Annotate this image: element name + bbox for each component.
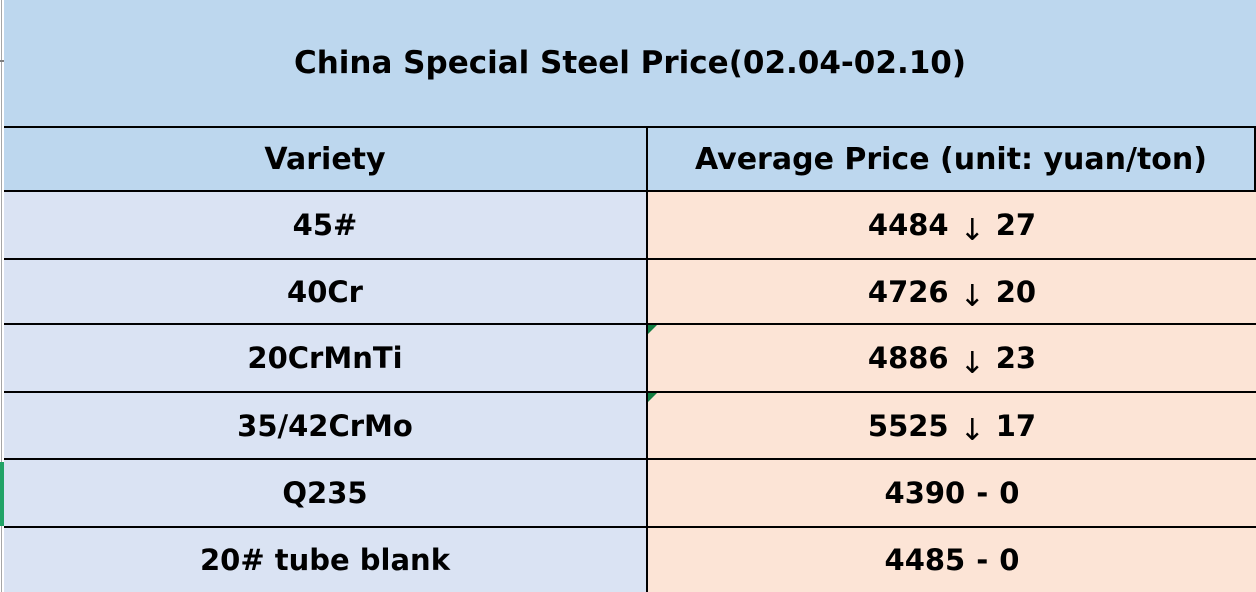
error-triangle-indicator	[648, 325, 657, 334]
error-triangle-indicator	[648, 393, 657, 402]
variety-cell[interactable]: 45#	[4, 192, 648, 258]
price-change: 23	[995, 341, 1037, 375]
variety-label: Q235	[282, 476, 368, 510]
down-arrow-icon: ↓	[959, 413, 985, 448]
left-gridline	[1, 0, 2, 592]
left-cutoff-rail	[0, 0, 4, 592]
price-change: 0	[999, 543, 1020, 577]
table-row: 40Cr 4726 ↓ 20	[4, 260, 1256, 325]
flat-dash-glyph: -	[976, 476, 989, 510]
price-table: China Special Steel Price(02.04-02.10) V…	[4, 0, 1256, 592]
price-cell[interactable]: 4485 - 0	[648, 528, 1256, 592]
header-cell-variety[interactable]: Variety	[4, 128, 648, 190]
table-row: 45# 4484 ↓ 27	[4, 192, 1256, 260]
variety-cell[interactable]: 35/42CrMo	[4, 393, 648, 458]
variety-cell[interactable]: Q235	[4, 460, 648, 526]
table-title: China Special Steel Price(02.04-02.10)	[293, 45, 967, 81]
header-cell-price[interactable]: Average Price (unit: yuan/ton)	[648, 128, 1254, 190]
price-cell[interactable]: 4390 - 0	[648, 460, 1256, 526]
price-cell[interactable]: 4484 ↓ 27	[648, 192, 1256, 258]
variety-cell[interactable]: 20CrMnTi	[4, 325, 648, 391]
price-value: 5525	[867, 408, 949, 443]
table-row: 20CrMnTi 4886 ↓ 23	[4, 325, 1256, 393]
variety-cell[interactable]: 40Cr	[4, 260, 648, 323]
down-arrow-icon: ↓	[959, 279, 985, 314]
variety-cell[interactable]: 20# tube blank	[4, 528, 648, 592]
price-change: 17	[995, 408, 1037, 443]
table-row: 20# tube blank 4485 - 0	[4, 528, 1256, 592]
price-value: 4484	[867, 208, 949, 242]
variety-label: 20CrMnTi	[247, 341, 403, 375]
header-label-variety: Variety	[264, 141, 386, 177]
down-arrow-icon: ↓	[959, 345, 985, 381]
flat-dash-glyph: -	[976, 543, 989, 577]
price-value: 4726	[867, 274, 949, 309]
price-value: 4886	[867, 341, 949, 375]
price-value: 4390	[884, 476, 966, 510]
table-row: 35/42CrMo 5525 ↓ 17	[4, 393, 1256, 460]
table-title-cell[interactable]: China Special Steel Price(02.04-02.10)	[4, 0, 1256, 128]
price-change: 27	[995, 208, 1037, 242]
green-left-stripe-indicator	[0, 462, 7, 526]
variety-label: 35/42CrMo	[237, 408, 413, 443]
left-gridline-tick	[0, 60, 4, 62]
price-value: 4485	[884, 543, 966, 577]
price-cell[interactable]: 4886 ↓ 23	[648, 325, 1256, 391]
variety-label: 20# tube blank	[200, 543, 450, 577]
price-change: 0	[999, 476, 1020, 510]
variety-label: 45#	[292, 208, 358, 242]
price-cell[interactable]: 5525 ↓ 17	[648, 393, 1256, 458]
down-arrow-icon: ↓	[959, 212, 985, 248]
price-cell[interactable]: 4726 ↓ 20	[648, 260, 1256, 323]
table-header-row: Variety Average Price (unit: yuan/ton)	[4, 128, 1256, 192]
variety-label: 40Cr	[287, 274, 363, 309]
header-label-price: Average Price (unit: yuan/ton)	[695, 141, 1207, 177]
table-row: Q235 4390 - 0	[4, 460, 1256, 528]
price-change: 20	[995, 274, 1037, 309]
